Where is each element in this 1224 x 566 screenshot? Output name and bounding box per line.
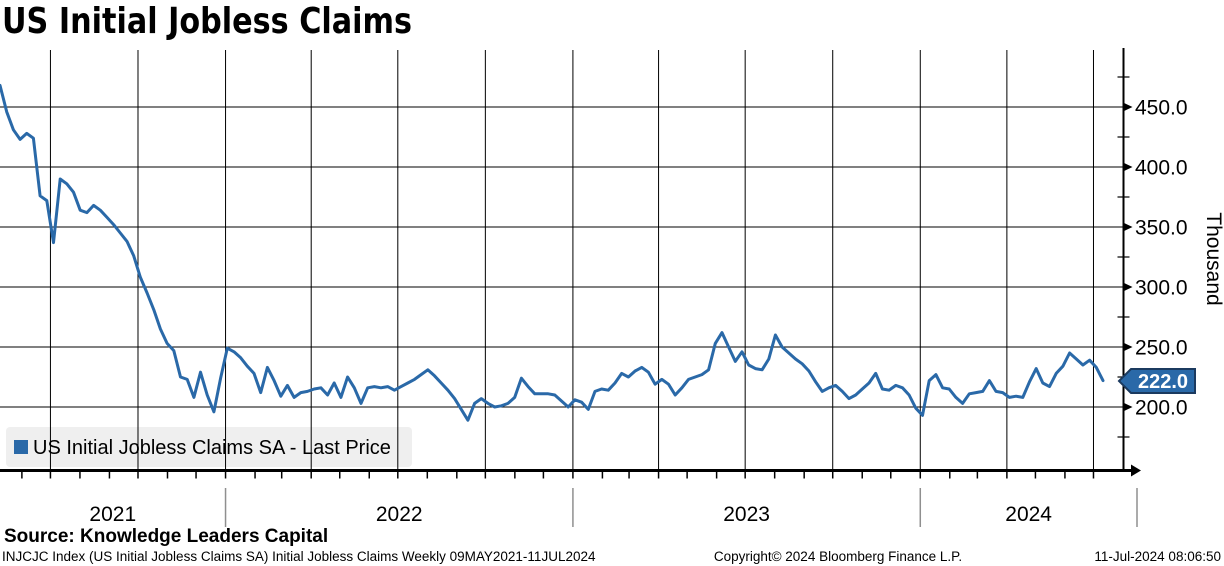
y-axis-arrow-tick — [1123, 282, 1133, 292]
x-axis-year-label: 2024 — [1005, 503, 1052, 526]
chart-plot-area[interactable] — [0, 50, 1128, 470]
x-axis-year-label: 2023 — [723, 503, 770, 526]
y-axis-tick-label: 350.0 — [1135, 216, 1188, 239]
y-axis-arrow-tick — [1123, 222, 1133, 232]
x-axis-arrow — [1131, 464, 1141, 477]
axes — [0, 48, 1141, 527]
x-axis-year-label: 2021 — [89, 503, 136, 526]
legend-box — [6, 427, 412, 467]
y-axis-tick-label: 250.0 — [1135, 336, 1188, 359]
y-axis-tick-label: 200.0 — [1135, 396, 1188, 419]
y-axis-arrow-tick — [1123, 402, 1133, 412]
footer-copyright: Copyright© 2024 Bloomberg Finance L.P. — [713, 549, 963, 564]
legend-label: US Initial Jobless Claims SA - Last Pric… — [33, 437, 391, 459]
legend-series-marker-icon — [14, 440, 28, 454]
y-axis-arrow-tick — [1123, 162, 1133, 172]
y-axis-tick-label: 450.0 — [1135, 96, 1188, 119]
last-price-label: 222.0 — [1138, 371, 1188, 393]
last-price-badge: 222.0 — [1117, 368, 1196, 394]
y-axis-tick-label: 300.0 — [1135, 276, 1188, 299]
data-line — [0, 83, 1105, 422]
axis-labels: 2021 2022 2023 2024 450.0 400.0 350.0 300.0 250.… — [89, 96, 1187, 526]
legend-item[interactable]: US Initial Jobless Claims SA - Last Pric… — [14, 437, 391, 459]
gridlines — [0, 50, 1124, 470]
y-axis-arrow-tick — [1123, 102, 1133, 112]
chart-title: US Initial Jobless Claims — [2, 1, 413, 42]
source-line: Source: Knowledge Leaders Capital — [4, 526, 329, 547]
y-axis-unit-label: Thousand — [1202, 212, 1224, 305]
footer-security-info: INJCJC Index (US Initial Jobless Claims … — [2, 549, 596, 564]
x-axis-year-label: 2022 — [376, 503, 423, 526]
last-price-badge-shape — [1117, 368, 1196, 394]
footer-timestamp: 11-Jul-2024 08:06:50 — [1094, 549, 1221, 564]
y-axis-arrow-tick — [1123, 342, 1133, 352]
y-axis-tick-label: 400.0 — [1135, 156, 1188, 179]
